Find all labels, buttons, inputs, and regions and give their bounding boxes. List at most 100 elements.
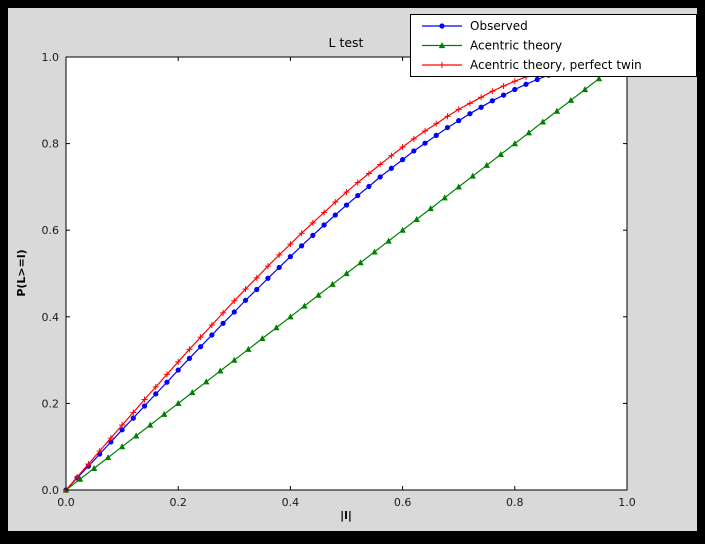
- data-point-marker-circle: [209, 332, 215, 338]
- data-point-marker-circle: [220, 320, 226, 326]
- data-point-marker-triangle: [553, 107, 561, 114]
- data-point-marker-triangle: [385, 237, 392, 244]
- data-point-marker-triangle: [189, 389, 196, 396]
- data-point-marker-triangle: [539, 118, 547, 125]
- data-point-marker-triangle: [217, 367, 224, 374]
- data-point-marker-circle: [534, 76, 540, 83]
- data-point-marker-circle: [231, 309, 237, 315]
- data-point-marker-circle: [332, 212, 338, 218]
- chart-title: L test: [329, 35, 364, 50]
- data-point-marker-circle: [141, 403, 148, 409]
- x-tick-label: 0.8: [506, 496, 524, 509]
- data-point-marker-circle: [242, 297, 249, 303]
- data-point-marker-circle: [343, 202, 350, 208]
- data-point-marker-triangle: [132, 432, 140, 439]
- data-point-marker-triangle: [76, 475, 84, 482]
- data-point-marker-triangle: [595, 75, 603, 82]
- data-point-marker-circle: [254, 286, 260, 293]
- y-tick-label: 0.6: [42, 224, 60, 237]
- data-point-marker-triangle: [203, 378, 210, 385]
- data-point-marker-circle: [523, 81, 529, 87]
- data-point-marker-circle: [433, 132, 439, 138]
- data-point-marker-circle: [164, 379, 170, 385]
- y-tick-label: 1.0: [42, 51, 60, 64]
- data-point-marker-circle: [388, 165, 394, 171]
- data-point-marker-triangle: [231, 356, 238, 363]
- data-point-marker-triangle: [371, 248, 378, 255]
- data-point-marker-triangle: [118, 443, 126, 450]
- data-point-marker-circle: [400, 157, 406, 163]
- x-tick-label: 1.0: [618, 496, 636, 509]
- data-point-marker-triangle: [413, 215, 420, 222]
- data-point-marker-triangle: [301, 302, 308, 309]
- data-point-marker-triangle: [581, 86, 589, 93]
- data-point-marker-triangle: [104, 454, 112, 461]
- data-point-marker-circle: [439, 23, 445, 29]
- data-point-marker-triangle: [525, 129, 533, 136]
- data-point-marker-circle: [153, 391, 159, 397]
- data-point-marker-circle: [366, 183, 372, 190]
- data-point-marker-circle: [478, 104, 484, 110]
- data-point-marker-circle: [512, 86, 518, 93]
- data-point-marker-triangle: [469, 172, 476, 179]
- data-point-marker-triangle: [455, 183, 462, 190]
- data-point-marker-triangle: [90, 464, 98, 471]
- data-point-marker-circle: [175, 367, 181, 373]
- data-point-marker-circle: [377, 174, 383, 180]
- y-tick-label: 0.0: [42, 484, 60, 497]
- y-tick-label: 0.2: [42, 397, 60, 410]
- data-point-marker-circle: [119, 427, 125, 433]
- data-point-marker-triangle: [175, 400, 182, 406]
- data-point-marker-triangle: [160, 410, 168, 417]
- data-point-marker-triangle: [483, 161, 490, 168]
- x-tick-label: 0.6: [394, 496, 412, 509]
- data-point-marker-circle: [467, 111, 473, 117]
- data-point-marker-triangle: [567, 96, 575, 103]
- data-point-marker-triangle: [245, 345, 252, 352]
- data-point-marker-triangle: [287, 313, 294, 320]
- legend-label-observed: Observed: [470, 19, 528, 33]
- data-point-marker-triangle: [427, 205, 434, 212]
- data-point-marker-triangle: [357, 259, 364, 266]
- data-point-marker-triangle: [329, 280, 336, 287]
- y-tick-label: 0.4: [42, 311, 60, 324]
- data-point-marker-triangle: [259, 335, 266, 342]
- data-point-marker-circle: [500, 92, 507, 98]
- data-point-marker-circle: [321, 222, 327, 228]
- x-tick-label: 0.2: [169, 496, 187, 509]
- data-point-marker-circle: [287, 254, 293, 260]
- data-point-marker-triangle: [497, 151, 504, 158]
- data-point-marker-circle: [456, 118, 462, 124]
- data-point-marker-circle: [489, 98, 495, 104]
- data-point-marker-triangle: [343, 270, 350, 277]
- data-point-marker-circle: [355, 192, 361, 199]
- plot-border: [65, 56, 628, 491]
- data-point-marker-circle: [130, 415, 136, 421]
- data-point-marker-circle: [198, 344, 204, 350]
- legend-label-perfect-twin: Acentric theory, perfect twin: [470, 58, 642, 72]
- x-tick-label: 0.4: [282, 496, 300, 509]
- x-axis-label: |l|: [340, 509, 352, 522]
- data-point-marker-triangle: [511, 140, 518, 147]
- data-point-marker-circle: [265, 275, 271, 281]
- data-point-marker-circle: [411, 148, 417, 154]
- data-point-marker-triangle: [438, 42, 446, 49]
- y-axis-label: P(L>=l): [15, 249, 28, 296]
- data-point-marker-triangle: [146, 421, 154, 428]
- data-point-marker-circle: [444, 124, 451, 131]
- data-point-marker-circle: [422, 140, 428, 146]
- data-point-marker-circle: [186, 355, 193, 361]
- data-point-marker-circle: [299, 243, 305, 249]
- x-tick-label: 0.0: [57, 496, 75, 509]
- data-point-marker-triangle: [399, 226, 406, 233]
- data-point-marker-circle: [108, 439, 114, 445]
- legend: Observed Acentric theory Acentric theory…: [410, 14, 697, 77]
- legend-label-acentric-theory: Acentric theory: [470, 39, 562, 53]
- data-point-marker-triangle: [315, 291, 322, 298]
- legend-markers: [438, 23, 446, 68]
- data-point-marker-triangle: [441, 194, 448, 201]
- data-point-marker-circle: [276, 264, 282, 271]
- data-point-marker-triangle: [273, 324, 280, 331]
- y-tick-label: 0.8: [42, 138, 60, 151]
